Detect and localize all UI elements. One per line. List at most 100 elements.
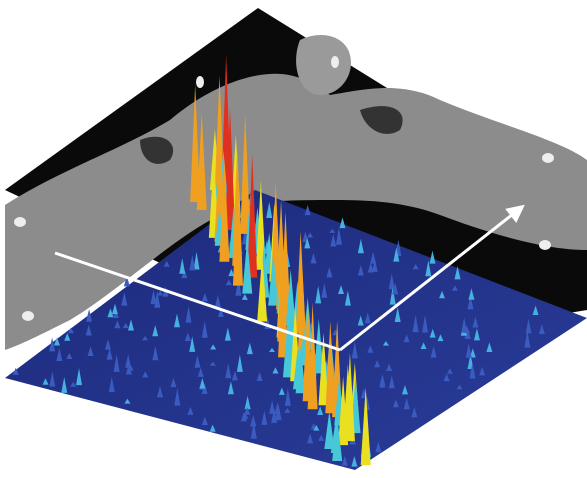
- noise-peak: [472, 316, 479, 328]
- noise-peak: [250, 415, 257, 427]
- noise-peak: [181, 269, 188, 279]
- noise-peak: [56, 348, 63, 361]
- arrow-line: [54, 251, 341, 352]
- arrow: [339, 204, 525, 352]
- noise-peak: [284, 388, 291, 406]
- noise-peak: [446, 368, 453, 374]
- noise-peak: [127, 319, 134, 331]
- noise-peak: [228, 268, 235, 277]
- noise-peak: [269, 400, 276, 414]
- bone: [14, 217, 26, 227]
- noise-peak: [411, 407, 418, 418]
- noise-peak: [269, 347, 276, 352]
- ridge-peak: [225, 107, 236, 230]
- noise-peak: [194, 355, 201, 368]
- noise-peak: [468, 288, 475, 300]
- noise-peak: [456, 384, 463, 390]
- lung: [140, 136, 174, 164]
- noise-peak: [152, 325, 159, 337]
- noise-peak: [250, 422, 257, 439]
- noise-peak: [394, 307, 401, 323]
- noise-peak: [256, 372, 263, 381]
- ridge-peak: [268, 251, 279, 306]
- noise-peak: [87, 346, 94, 356]
- noise-peak: [307, 433, 314, 444]
- ridge-peak: [247, 153, 258, 278]
- noise-peak: [242, 413, 249, 419]
- noise-peak: [210, 344, 217, 350]
- noise-peak: [275, 404, 282, 421]
- noise-peak: [465, 343, 472, 358]
- noise-peak: [108, 377, 115, 393]
- noise-peak: [389, 287, 396, 305]
- noise-peak: [170, 378, 177, 388]
- noise-peak: [443, 373, 450, 382]
- noise-peak: [123, 276, 130, 287]
- ridge-peak: [242, 238, 253, 294]
- noise-peak: [201, 416, 208, 426]
- noise-peak: [382, 341, 389, 346]
- noise-peak: [469, 362, 476, 379]
- noise-peak: [49, 371, 56, 387]
- noise-peak: [174, 388, 181, 406]
- ridge-peak: [313, 318, 324, 374]
- noise-peak: [246, 342, 253, 355]
- noise-peak: [284, 407, 291, 413]
- noise-peak: [367, 345, 374, 353]
- ridge-peak: [324, 410, 335, 450]
- ridge-peak: [257, 254, 268, 322]
- noise-peak: [321, 282, 328, 298]
- noise-peak: [150, 289, 157, 305]
- noise-peak: [374, 360, 381, 368]
- noise-peak: [214, 295, 221, 308]
- noise-peak: [225, 279, 232, 286]
- ridge-peak: [332, 416, 343, 462]
- noise-peak: [313, 424, 320, 431]
- noise-peak: [454, 265, 461, 280]
- noise-peak: [388, 273, 395, 290]
- ridge-peak: [295, 347, 306, 394]
- bone: [542, 153, 554, 163]
- noise-peak: [113, 354, 120, 372]
- noise-peak: [70, 381, 77, 387]
- lung: [360, 106, 403, 134]
- noise-peak: [125, 354, 132, 368]
- noise-peak: [278, 387, 285, 395]
- noise-peak: [152, 345, 159, 361]
- noise-peak: [76, 368, 83, 386]
- noise-peak: [370, 251, 377, 264]
- noise-peak: [227, 381, 234, 395]
- bone: [331, 56, 339, 68]
- ct-arm: [296, 35, 351, 95]
- noise-peak: [351, 341, 358, 359]
- noise-peak: [473, 328, 480, 341]
- noise-peak: [318, 434, 325, 441]
- bone: [22, 311, 34, 321]
- noise-peak: [107, 308, 114, 318]
- noise-peak: [189, 336, 196, 352]
- noise-peak: [66, 352, 73, 359]
- noise-peak: [364, 312, 371, 324]
- noise-peak: [357, 265, 364, 276]
- noise-peak: [329, 228, 336, 233]
- noise-peak: [437, 334, 444, 342]
- noise-peak: [412, 263, 419, 270]
- noise-peak: [371, 259, 378, 272]
- noise-peak: [53, 337, 60, 346]
- noise-peak: [271, 408, 278, 423]
- noise-peak: [193, 251, 200, 270]
- noise-peak: [85, 324, 92, 336]
- noise-peak: [122, 322, 129, 329]
- noise-peak: [64, 332, 71, 341]
- noise-peak: [386, 363, 393, 371]
- noise-peak: [224, 327, 231, 341]
- noise-peak: [339, 217, 346, 229]
- ridge-peak: [190, 84, 201, 202]
- noise-peak: [388, 375, 395, 389]
- noise-peak: [357, 315, 364, 326]
- noise-peak: [125, 363, 132, 375]
- noise-peak: [217, 308, 224, 317]
- noise-peak: [464, 327, 471, 339]
